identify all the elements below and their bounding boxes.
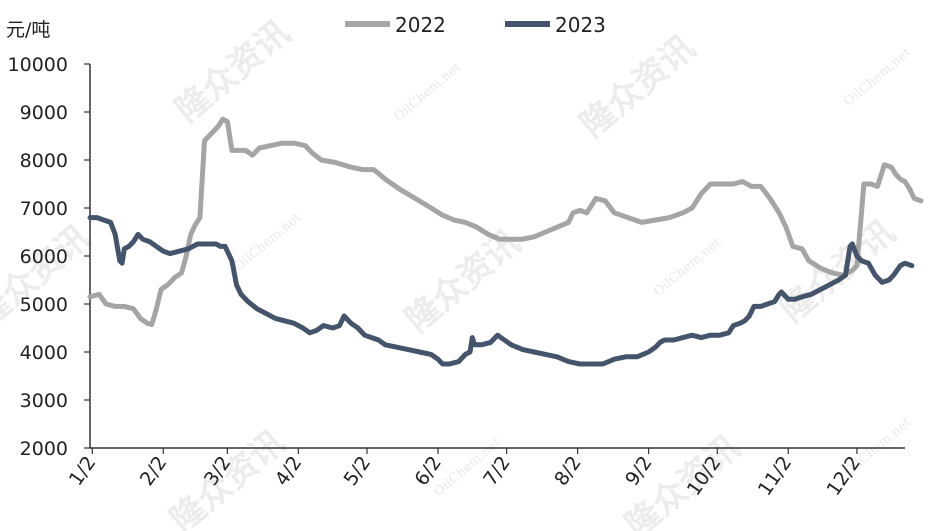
x-tick-label: 5/2 [340,452,376,490]
watermark-logo: 隆众资讯 [573,28,703,146]
x-tick-label: 2/2 [136,452,172,490]
y-tick-label: 9000 [20,102,68,124]
watermark-logo: 隆众资讯 [168,13,298,131]
y-tick-label: 3000 [20,390,68,412]
y-tick-label: 8000 [20,150,68,172]
y-tick-label: 4000 [20,342,68,364]
watermark-url: OilChem.net [391,59,465,124]
y-unit-label: 元/吨 [6,19,50,41]
y-tick-label: 5000 [20,294,68,316]
x-tick-label: 11/2 [754,452,796,500]
y-axis-ticks: 2000 3000 4000 5000 6000 7000 8000 9000 10000 [8,54,90,460]
x-tick-label: 1/2 [65,452,101,490]
watermark-url: OilChem.net [651,234,725,299]
x-tick-label: 8/2 [550,452,586,490]
series-line-2023 [87,215,915,367]
legend: 2022 2023 [345,13,606,37]
legend-label-2022: 2022 [395,13,446,37]
series-layer [87,116,924,367]
y-tick-label: 10000 [8,54,68,76]
watermark-url: OilChem.net [231,209,305,274]
watermark-url: OilChem.net [841,44,915,109]
y-tick-label: 7000 [20,198,68,220]
series-line-2022 [87,116,924,328]
legend-label-2023: 2023 [555,13,606,37]
x-tick-label: 9/2 [621,452,657,490]
y-tick-label: 6000 [20,246,68,268]
y-tick-label: 2000 [20,438,68,460]
watermark-logo: 隆众资讯 [0,218,98,336]
